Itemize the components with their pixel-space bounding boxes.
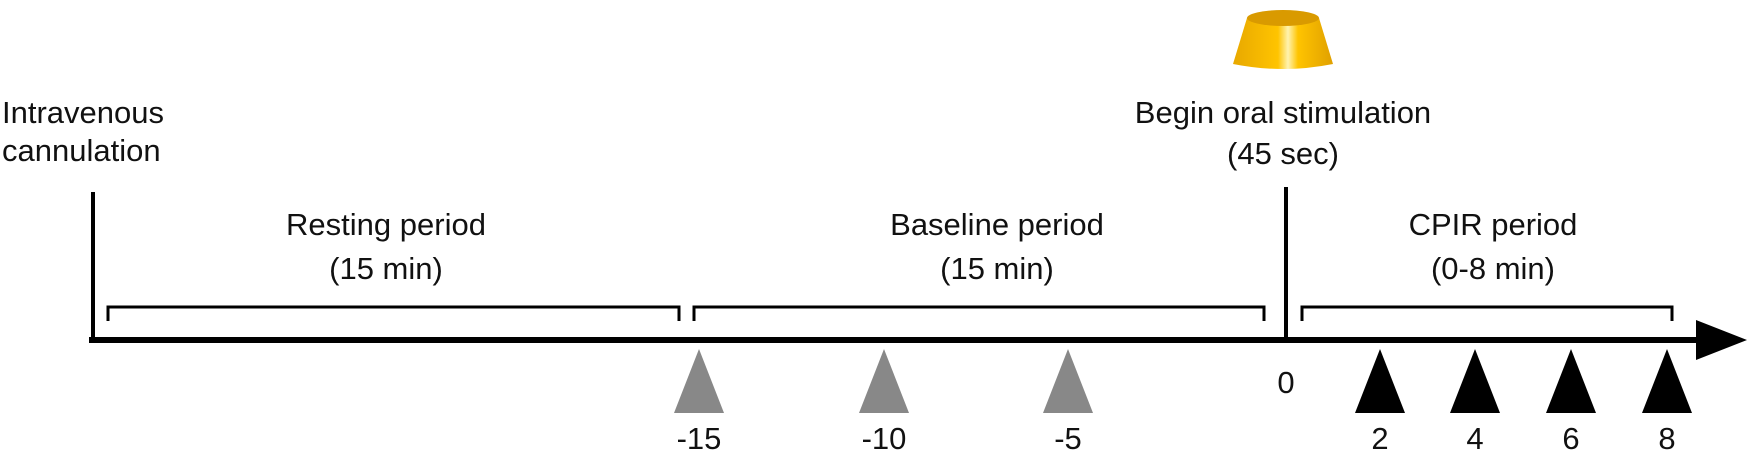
event-label: Begin oral stimulation bbox=[1135, 95, 1431, 130]
event-label: (45 sec) bbox=[1227, 136, 1339, 171]
sample-label: -5 bbox=[1054, 421, 1082, 454]
event-label: Intravenous bbox=[2, 95, 164, 130]
period-name: Resting period bbox=[286, 207, 486, 242]
cpir-sample-marker bbox=[1450, 349, 1500, 413]
baseline-sample-marker bbox=[859, 349, 909, 413]
sample-label: -10 bbox=[862, 421, 907, 454]
axis-arrowhead bbox=[1696, 320, 1747, 360]
cup-icon bbox=[1233, 10, 1333, 69]
period-name: Baseline period bbox=[890, 207, 1104, 242]
sample-label: 8 bbox=[1658, 421, 1675, 454]
sample-label: 6 bbox=[1562, 421, 1579, 454]
cpir-sample-marker bbox=[1546, 349, 1596, 413]
cpir-sample-marker bbox=[1355, 349, 1405, 413]
zero-label: 0 bbox=[1277, 365, 1294, 400]
cpir-sample-marker bbox=[1642, 349, 1692, 413]
sample-label: 4 bbox=[1466, 421, 1483, 454]
baseline-sample-marker bbox=[1043, 349, 1093, 413]
sample-label: -15 bbox=[677, 421, 722, 454]
period-duration: (15 min) bbox=[940, 251, 1054, 286]
period-brackets bbox=[106, 305, 1674, 321]
baseline-sample-marker bbox=[674, 349, 724, 413]
sample-label: 2 bbox=[1371, 421, 1388, 454]
event-label: cannulation bbox=[2, 133, 161, 168]
period-duration: (0-8 min) bbox=[1431, 251, 1555, 286]
period-name: CPIR period bbox=[1409, 207, 1578, 242]
period-duration: (15 min) bbox=[329, 251, 443, 286]
